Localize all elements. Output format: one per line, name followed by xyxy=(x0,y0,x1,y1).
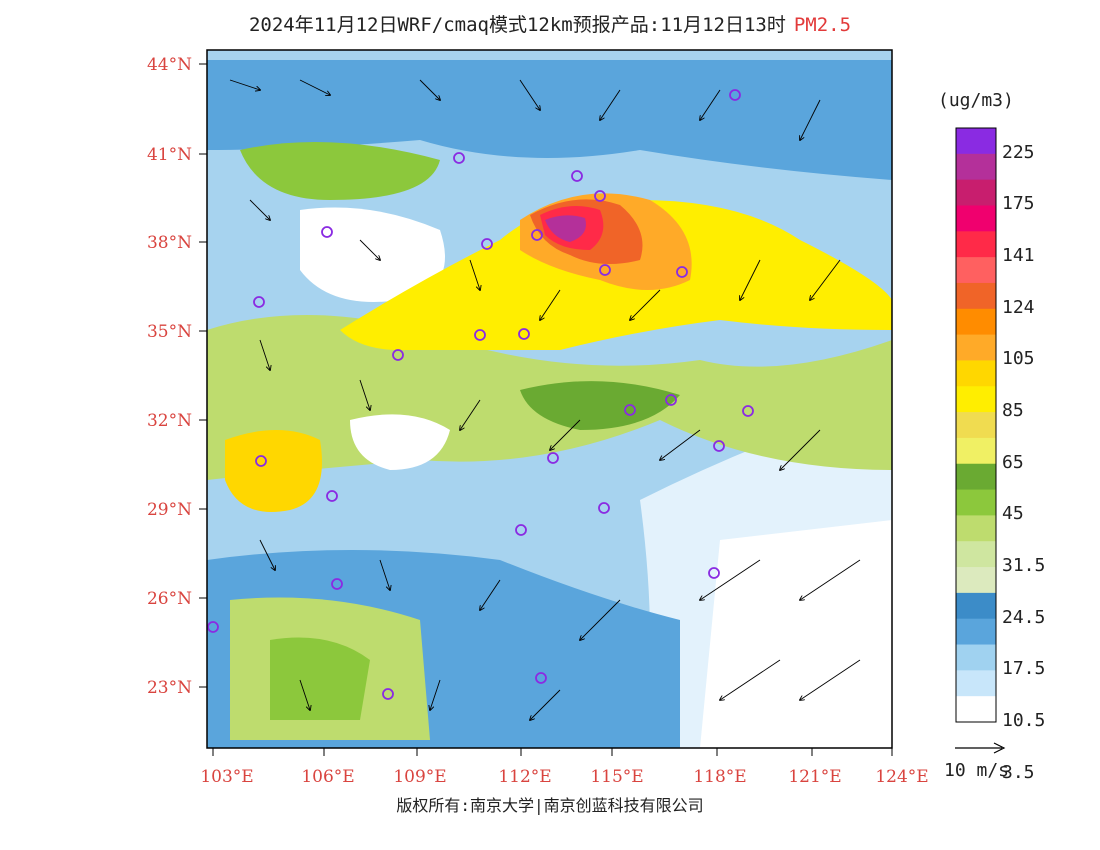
colorbar-swatch xyxy=(956,644,996,671)
lon-label: 115°E xyxy=(590,767,643,787)
city-markers xyxy=(207,89,754,700)
title-species: PM2.5 xyxy=(793,14,852,36)
wind-scale-label: 10 m/s xyxy=(944,760,1010,781)
colorbar-swatch xyxy=(956,257,996,284)
colorbar-swatch xyxy=(956,179,996,206)
lat-label: 44°N xyxy=(147,55,192,75)
lat-label: 41°N xyxy=(147,145,192,165)
map-title: 2024年11月12日WRF/cmaq模式12km预报产品:11月12日13时 P… xyxy=(0,10,1100,37)
lat-label: 32°N xyxy=(147,411,192,431)
colorbar-label: 17.5 xyxy=(1002,658,1046,680)
lat-label: 38°N xyxy=(147,233,192,253)
colorbar-swatch xyxy=(956,128,996,155)
lon-label: 124°E xyxy=(875,767,928,787)
colorbar-swatch xyxy=(956,334,996,361)
colorbar-label: 31.5 xyxy=(1002,555,1046,577)
latitude-labels: 44°N 41°N 38°N 35°N 32°N 29°N 26°N 23°N xyxy=(147,55,192,698)
colorbar-swatch xyxy=(956,567,996,594)
title-main: 2024年11月12日WRF/cmaq模式12km预报产品:11月12日13时 xyxy=(248,14,786,36)
colorbar-swatch xyxy=(956,541,996,568)
colorbar xyxy=(955,127,997,723)
colorbar-label: 175 xyxy=(1002,193,1035,215)
lat-label: 35°N xyxy=(147,322,192,342)
colorbar-swatch xyxy=(956,360,996,387)
colorbar-swatch xyxy=(956,386,996,413)
lat-label: 23°N xyxy=(147,678,192,698)
colorbar-unit: (ug/m3) xyxy=(938,90,1014,111)
lon-label: 118°E xyxy=(693,767,746,787)
colorbar-swatch xyxy=(956,282,996,310)
colorbar-label: 85 xyxy=(1002,400,1024,422)
colorbar-swatch xyxy=(956,463,996,491)
colorbar-label: 124 xyxy=(1002,296,1035,318)
colorbar-label: 45 xyxy=(1002,503,1024,525)
colorbar-swatch xyxy=(956,515,996,542)
colorbar-swatch xyxy=(956,153,996,181)
colorbar-swatch xyxy=(956,205,996,232)
map-field xyxy=(207,50,892,748)
colorbar-swatch xyxy=(956,592,996,620)
longitude-labels: 103°E 106°E 109°E 112°E 115°E 118°E 121°… xyxy=(200,767,928,787)
colorbar-label: 225 xyxy=(1002,141,1035,163)
colorbar-label: 24.5 xyxy=(1002,606,1046,628)
colorbar-label: 65 xyxy=(1002,451,1024,473)
colorbar-swatch xyxy=(956,489,996,516)
lat-label: 26°N xyxy=(147,589,192,609)
colorbar-label: 141 xyxy=(1002,245,1035,267)
colorbar-label: 3.5 xyxy=(1002,761,1035,783)
wind-vectors xyxy=(229,79,861,720)
colorbar-swatch xyxy=(956,618,996,646)
colorbar-swatch xyxy=(956,308,996,336)
lon-label: 109°E xyxy=(393,767,446,787)
colorbar-swatch xyxy=(956,231,996,258)
lat-label: 29°N xyxy=(147,500,192,520)
colorbar-swatch xyxy=(956,696,996,723)
lon-label: 121°E xyxy=(788,767,841,787)
wind-scale-arrow xyxy=(955,742,1006,754)
colorbar-swatch xyxy=(956,670,996,697)
lon-label: 103°E xyxy=(200,767,253,787)
colorbar-label: 10.5 xyxy=(1002,710,1046,731)
lon-label: 112°E xyxy=(498,767,551,787)
copyright: 版权所有:南京大学|南京创蓝科技有限公司 xyxy=(396,796,704,815)
lon-label: 106°E xyxy=(301,767,354,787)
colorbar-swatch xyxy=(956,437,996,465)
colorbar-label: 105 xyxy=(1002,348,1035,370)
colorbar-swatch xyxy=(956,412,996,439)
